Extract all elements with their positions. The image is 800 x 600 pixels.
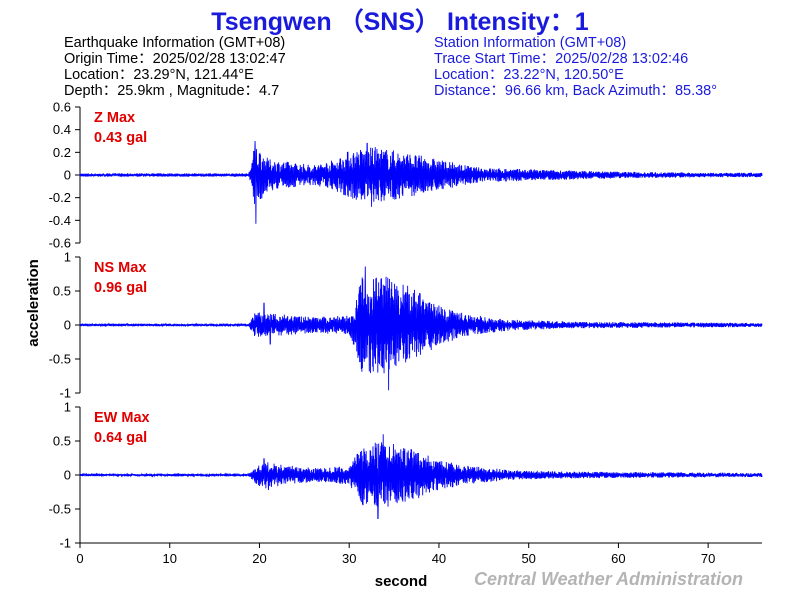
y-tick-label: 1	[64, 250, 71, 265]
page-title: Tsengwen （SNS） Intensity：1	[211, 8, 589, 36]
y-tick-label: -0.4	[49, 213, 71, 228]
depth-magnitude: Depth：25.9km , Magnitude：4.7	[64, 83, 280, 99]
max-value-EW: 0.64 gal	[94, 430, 147, 446]
y-tick-label: -0.5	[49, 352, 71, 367]
y-tick-label: 0.5	[53, 284, 71, 299]
y-tick-label: 0	[64, 468, 71, 483]
y-tick-label: 0.5	[53, 434, 71, 449]
y-tick-label: -0.5	[49, 502, 71, 517]
y-tick-label: -0.2	[49, 190, 71, 205]
y-axis-label: acceleration	[25, 259, 42, 347]
y-tick-label: 0.2	[53, 145, 71, 160]
max-label-NS: NS Max	[94, 260, 146, 276]
y-tick-label: 0.6	[53, 100, 71, 115]
y-tick-label: 1	[64, 400, 71, 415]
x-axis-label: second	[375, 573, 428, 590]
max-value-NS: 0.96 gal	[94, 280, 147, 296]
y-tick-label: -1	[59, 386, 71, 401]
y-tick-label: 0	[64, 318, 71, 333]
origin-time: Origin Time：2025/02/28 13:02:47	[64, 51, 286, 67]
y-tick-label: 0	[64, 168, 71, 183]
x-tick-label: 10	[163, 551, 177, 566]
earthquake-info: Earthquake Information (GMT+08) Origin T…	[64, 35, 286, 99]
earthquake-info-heading: Earthquake Information (GMT+08)	[64, 35, 286, 51]
earthquake-location: Location：23.29°N, 121.44°E	[64, 67, 254, 83]
trace-start-time: Trace Start Time：2025/02/28 13:02:46	[434, 51, 689, 67]
station-location: Location：23.22°N, 120.50°E	[434, 67, 624, 83]
y-tick-label: 0.4	[53, 122, 71, 137]
max-label-Z: Z Max	[94, 110, 135, 126]
distance-azimuth: Distance：96.66 km, Back Azimuth：85.38°	[434, 83, 718, 99]
x-tick-label: 50	[521, 551, 535, 566]
waveform-NS	[79, 266, 763, 391]
x-tick-label: 0	[76, 551, 83, 566]
waveform-EW	[79, 434, 763, 519]
x-tick-label: 70	[701, 551, 715, 566]
y-tick-label: -0.6	[49, 236, 71, 251]
station-info-heading: Station Information (GMT+08)	[434, 35, 627, 51]
max-value-Z: 0.43 gal	[94, 130, 147, 146]
station-info: Station Information (GMT+08) Trace Start…	[434, 35, 717, 99]
max-label-EW: EW Max	[94, 410, 150, 426]
waveform-Z	[79, 140, 763, 224]
y-tick-label: -1	[59, 536, 71, 551]
agency-credit: Central Weather Administration	[474, 569, 744, 589]
x-tick-label: 40	[432, 551, 446, 566]
x-tick-label: 30	[342, 551, 356, 566]
x-tick-label: 20	[252, 551, 266, 566]
x-tick-label: 60	[611, 551, 625, 566]
